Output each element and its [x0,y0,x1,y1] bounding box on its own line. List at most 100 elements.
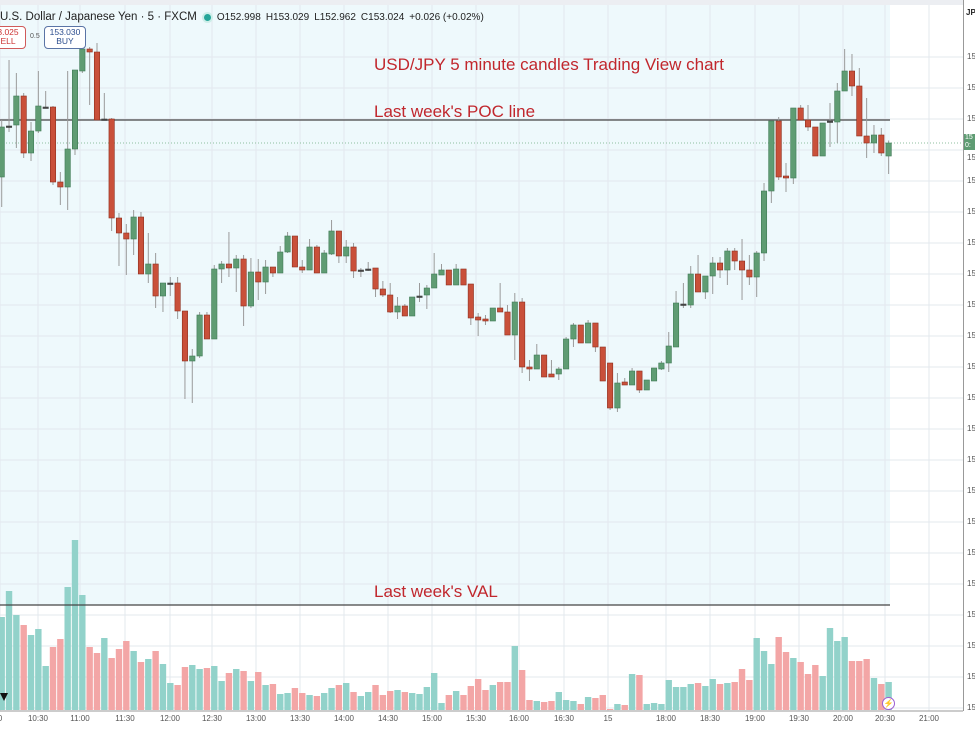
volume-bar [775,637,782,710]
price-tick-label: 15 [967,486,975,495]
price-tick-label: 15 [967,641,975,650]
time-tick-label: 15 [603,714,613,723]
volume-bar [804,674,812,710]
candle-body [489,307,496,322]
volume-bar [797,662,804,710]
candle-body [834,90,841,123]
volume-bar [152,651,159,710]
candle-body [768,120,775,192]
chart-title-annotation[interactable]: USD/JPY 5 minute candles Trading View ch… [374,55,724,74]
volume-bar [694,683,702,710]
candle-body [819,122,826,157]
price-axis[interactable] [963,0,975,711]
volume-bar [885,682,892,710]
volume-bar [628,674,636,710]
lightning-icon[interactable]: ⚡ [882,697,895,710]
candle-body [680,303,687,306]
price-tick-label: 15 [967,114,975,123]
price-tick-label: 15 [967,331,975,340]
sell-button[interactable]: 3.025 ELL [0,26,26,49]
volume-bar [386,691,394,710]
volume-bar [299,693,306,710]
time-tick-label: 13:00 [245,714,267,723]
sell-label: ELL [0,36,16,46]
candle-body [643,379,650,391]
candle-body [702,275,709,293]
candle-body [79,48,86,72]
volume-bar [196,669,203,710]
candle-body [225,263,232,269]
candle-body [731,250,738,262]
candle-body [445,269,452,286]
time-tick-label: 20:00 [832,714,854,723]
volume-bar [247,681,255,710]
candle-body [453,268,460,286]
candle-body [394,305,401,313]
volume-bar [812,665,819,710]
time-tick-label: 20:30 [874,714,896,723]
candle-body [299,266,306,271]
time-tick-label: 11:30 [115,714,135,723]
volume-bar [599,695,606,710]
price-tick-label: 15 [967,269,975,278]
volume-bar [570,701,577,710]
val-annotation[interactable]: Last week's VAL [374,582,498,601]
time-tick-label: 12:30 [201,714,223,723]
volume-bar [291,688,299,710]
price-tick-label: 15 [967,455,975,464]
buy-button[interactable]: 153.030 BUY [44,26,86,49]
candle-body [804,119,811,128]
volume-bar [108,658,115,710]
volume-bar [848,661,856,710]
candle-body [321,252,328,274]
candle-body [269,266,276,274]
candle-body [709,262,716,277]
price-tick-label: 15 [967,703,975,712]
candle-body [277,251,284,274]
volume-bar [269,684,277,710]
volume-bar [394,690,401,710]
candle-body [541,354,548,378]
volume-bar [687,684,694,710]
price-tick-label: 15 [967,52,975,61]
volume-bar [606,709,614,710]
candle-body [181,310,188,362]
volume-bar [592,698,599,710]
volume-bar [93,653,101,710]
volume-bar [709,679,716,710]
candle-body [695,273,702,293]
price-tick-label: 15 [967,424,975,433]
volume-bar [20,625,27,710]
volume-bar [445,695,453,710]
candle-body [504,311,511,336]
volume-bar [555,692,562,710]
candle-body [841,70,848,92]
candle-body [255,271,262,283]
candle-body [438,269,445,276]
volume-bar [841,637,848,710]
poc-annotation[interactable]: Last week's POC line [374,102,536,121]
volume-bar [621,705,628,710]
volume-bar [365,692,372,710]
volume-bar [328,688,335,710]
volume-bar [438,703,445,710]
buy-price: 153.030 [49,27,81,37]
candle-body [687,273,694,306]
volume-bar [350,692,357,710]
volume-bar [379,695,387,710]
candle-body [621,381,628,386]
candle-body [387,294,394,313]
volume-bar [819,676,826,710]
time-tick-label: 12:00 [159,714,181,723]
symbol-title[interactable]: U.S. Dollar / Japanese Yen · 5 · FXCM [0,11,197,23]
open-value: O152.998 [216,11,261,23]
candle-body [797,107,804,121]
candle-body [563,338,570,370]
candle-body [262,266,269,283]
candle-body [665,345,672,364]
candle-body [431,273,438,289]
candle-body [401,305,408,317]
sell-price: 3.025 [0,27,19,37]
price-tick-label: 15 [967,238,975,247]
